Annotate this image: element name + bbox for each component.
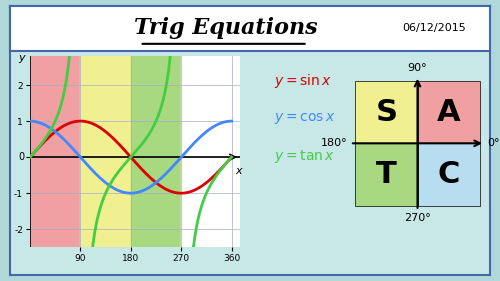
Text: Trig Equations: Trig Equations <box>134 17 318 39</box>
Bar <box>355 81 418 143</box>
Text: x: x <box>236 166 242 176</box>
Text: S: S <box>376 98 398 127</box>
Text: 270°: 270° <box>404 213 431 223</box>
Bar <box>131 56 181 247</box>
Text: A: A <box>437 98 460 127</box>
Text: $y = \sin x$: $y = \sin x$ <box>274 72 332 90</box>
Bar <box>80 56 131 247</box>
Bar <box>418 81 480 143</box>
Text: $y = \cos x$: $y = \cos x$ <box>274 112 336 126</box>
Text: 0: 0 <box>18 152 24 162</box>
Bar <box>355 143 418 206</box>
Bar <box>418 143 480 206</box>
Text: C: C <box>438 160 460 189</box>
Text: 0°: 0° <box>488 138 500 148</box>
Text: T: T <box>376 160 396 189</box>
Text: $y = \tan x$: $y = \tan x$ <box>274 148 335 165</box>
Bar <box>30 56 80 247</box>
Text: 180°: 180° <box>321 138 347 148</box>
Bar <box>181 56 232 247</box>
Text: LO:  To be able to solve trigonometric equations using a CAST diagram.: LO: To be able to solve trigonometric eq… <box>24 33 402 42</box>
Text: 06/12/2015: 06/12/2015 <box>402 23 466 33</box>
Text: y: y <box>18 53 25 64</box>
Text: 90°: 90° <box>408 63 428 73</box>
